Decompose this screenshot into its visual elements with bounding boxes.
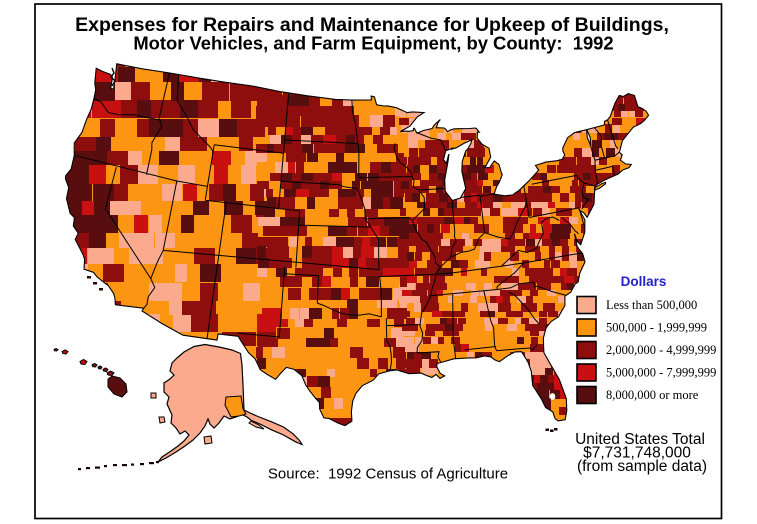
svg-text:2,000,000 - 4,999,999: 2,000,000 - 4,999,999 [606, 343, 716, 357]
svg-text:500,000 - 1,999,999: 500,000 - 1,999,999 [606, 321, 707, 335]
svg-text:United States Total: United States Total [575, 431, 705, 448]
svg-text:Dollars: Dollars [621, 274, 667, 289]
svg-text:5,000,000 - 7,999,999: 5,000,000 - 7,999,999 [606, 366, 716, 380]
svg-text:Less than 500,000: Less than 500,000 [606, 298, 697, 312]
svg-text:Expenses for Repairs and Maint: Expenses for Repairs and Maintenance for… [75, 14, 669, 36]
svg-text:8,000,000 or more: 8,000,000 or more [606, 388, 699, 402]
svg-text:Motor Vehicles, and Farm Equip: Motor Vehicles, and Farm Equipment, by C… [133, 33, 613, 54]
svg-text:$7,731,748,000: $7,731,748,000 [583, 445, 691, 462]
svg-text:Source: 1992 Census of Agricu: Source: 1992 Census of Agriculture [268, 466, 508, 483]
svg-text:(from sample data): (from sample data) [577, 458, 707, 475]
